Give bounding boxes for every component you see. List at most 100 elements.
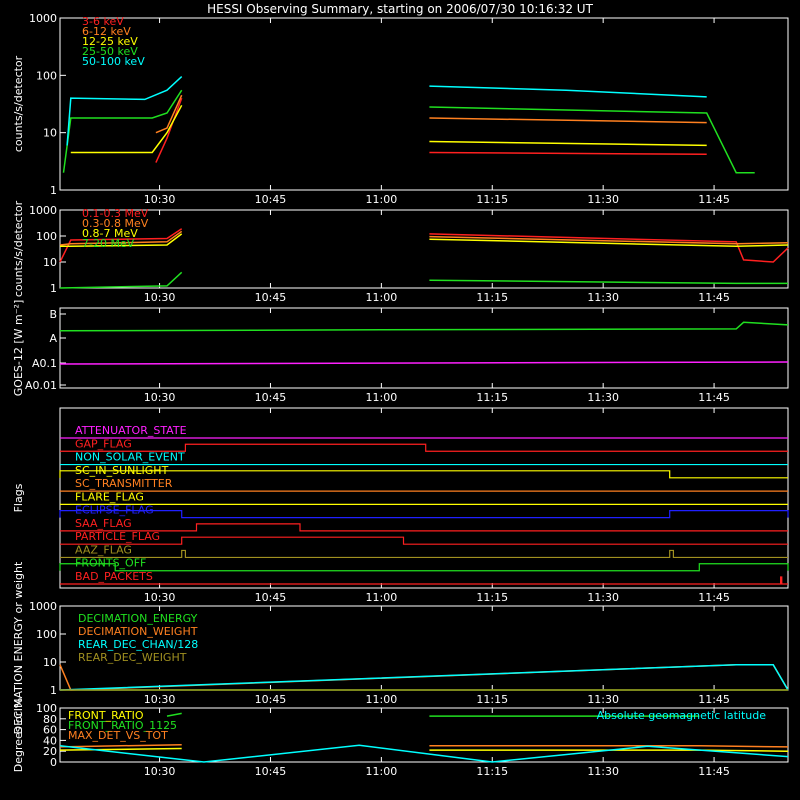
time-tick-label: 11:30 <box>587 591 619 604</box>
time-tick-label: 11:45 <box>698 193 730 206</box>
time-tick-label: 10:30 <box>144 291 176 304</box>
y-tick-label: 1 <box>50 684 57 697</box>
time-tick-label: 11:00 <box>366 765 398 778</box>
series-line-highE-3 <box>59 271 788 289</box>
legend-entry: REAR_DEC_WEIGHT <box>78 651 187 664</box>
time-tick-label: 10:30 <box>144 391 176 404</box>
chart-title: HESSI Observing Summary, starting on 200… <box>207 2 593 16</box>
series-line-goes-1 <box>59 361 789 365</box>
time-tick-label: 10:30 <box>144 193 176 206</box>
legend-entry: 50-100 keV <box>82 55 145 68</box>
y-tick-label: 100 <box>36 702 57 715</box>
time-tick-label: 11:00 <box>366 291 398 304</box>
flag-trace-11 <box>60 576 788 585</box>
time-tick-label: 11:15 <box>476 765 508 778</box>
y-axis-label: DECIMATION ENERGY or weight <box>12 561 25 734</box>
y-tick-label: 1 <box>50 184 57 197</box>
panel-lowE: 10:30 10:45 11:00 11:15 11:30 11:45 counts/s/d… <box>12 12 788 206</box>
y-axis-label: GOES-12 [W m⁻²] <box>12 300 25 396</box>
time-tick-label: 10:45 <box>255 193 287 206</box>
series-line-ratio-3 <box>59 744 789 763</box>
y-axis-label: Flags <box>12 483 25 512</box>
time-tick-label: 10:45 <box>255 291 287 304</box>
panel-decimation: 10:30 10:45 11:00 11:15 11:30 11:45 DECIMATION… <box>12 561 789 734</box>
time-tick-label: 11:30 <box>587 193 619 206</box>
y-tick-label: A <box>49 332 57 345</box>
time-tick-label: 11:00 <box>366 391 398 404</box>
panel-frame <box>59 407 789 589</box>
time-tick-label: 11:15 <box>476 193 508 206</box>
legend-entry: 7-20 MeV <box>82 237 135 250</box>
time-tick-label: 10:45 <box>255 391 287 404</box>
time-tick-label: 11:45 <box>698 591 730 604</box>
panel-frame <box>59 707 789 763</box>
y-tick-label: 60 <box>43 724 57 737</box>
time-tick-label: 10:30 <box>144 765 176 778</box>
time-tick-label: 11:30 <box>587 693 619 706</box>
time-tick-label: 10:45 <box>255 765 287 778</box>
legend-entry: 0.3-0.8 MeV <box>82 217 149 230</box>
y-tick-label: 10 <box>43 656 57 669</box>
series-line-lowE-3 <box>64 90 789 173</box>
legend-entry: DECIMATION_ENERGY <box>78 612 198 625</box>
flag-label: FLARE_FLAG <box>75 490 144 503</box>
y-tick-label: 100 <box>36 69 57 82</box>
y-tick-label: 100 <box>36 628 57 641</box>
time-tick-label: 11:00 <box>366 693 398 706</box>
y-tick-label: A0.01 <box>25 379 57 392</box>
time-tick-label: 11:45 <box>698 391 730 404</box>
legend-entry: DECIMATION_WEIGHT <box>78 625 198 638</box>
panel-frame <box>59 209 789 289</box>
series-line-goes-0 <box>59 321 789 332</box>
panel-frame <box>59 307 789 389</box>
series-line-lowE-1 <box>155 94 707 134</box>
flag-label: GAP_FLAG <box>75 437 132 450</box>
geomagnetic-latitude-annotation: Absolute geomagnetic latitude <box>597 709 767 722</box>
time-tick-label: 11:45 <box>698 693 730 706</box>
time-tick-label: 10:30 <box>144 693 176 706</box>
time-tick-label: 10:45 <box>255 693 287 706</box>
flag-label: NON_SOLAR_EVENT <box>75 451 185 464</box>
flag-label: PARTICLE_FLAG <box>75 530 160 543</box>
y-tick-label: 1000 <box>29 600 57 613</box>
y-axis-label: counts/s/detector <box>12 200 25 297</box>
time-tick-label: 11:30 <box>587 291 619 304</box>
y-axis-label: counts/s/detector <box>12 55 25 152</box>
series-line-highE-0 <box>59 228 789 263</box>
legend-entry: FRONT_RATIO_1125 <box>68 719 177 732</box>
series-line-highE-2 <box>60 233 789 248</box>
flag-trace-6 <box>59 510 789 519</box>
y-tick-label: 10 <box>43 256 57 269</box>
y-tick-label: 0 <box>50 756 57 769</box>
panel-ratio: 10:30 10:45 11:00 11:15 11:30 11:45 Degrees or… <box>12 698 789 778</box>
legend-entry: 3-6 keV <box>82 15 124 28</box>
time-tick-label: 11:00 <box>366 193 398 206</box>
legend-entry: FRONT_RATIO <box>68 709 144 722</box>
flag-trace-1 <box>60 443 788 452</box>
time-tick-label: 11:15 <box>476 291 508 304</box>
panel-highE: 10:30 10:45 11:00 11:15 11:30 11:45 counts/s/d… <box>12 200 789 304</box>
flag-label: ATTENUATOR_STATE <box>75 424 187 437</box>
time-tick-label: 11:00 <box>366 591 398 604</box>
y-tick-label: 80 <box>43 713 57 726</box>
flag-trace-3 <box>59 470 788 479</box>
time-tick-label: 10:45 <box>255 591 287 604</box>
flag-trace-8 <box>60 536 788 545</box>
series-line-decimation-2 <box>59 663 789 691</box>
panel-frame <box>59 17 789 191</box>
flag-label: AAZ_FLAG <box>75 543 132 556</box>
legend-entry: MAX_DET_VS_TOT <box>68 729 168 742</box>
series-line-lowE-0 <box>155 97 707 163</box>
time-tick-label: 11:45 <box>698 765 730 778</box>
y-tick-label: 1000 <box>29 12 57 25</box>
series-line-highE-1 <box>59 230 789 246</box>
y-tick-label: 100 <box>36 230 57 243</box>
y-tick-label: 1000 <box>29 204 57 217</box>
time-tick-label: 11:15 <box>476 693 508 706</box>
series-line-ratio-1 <box>166 712 700 717</box>
y-tick-label: 20 <box>43 745 57 758</box>
legend-entry: 0.8-7 MeV <box>82 227 138 240</box>
legend-entry: 12-25 keV <box>82 35 138 48</box>
flag-trace-9 <box>60 549 788 559</box>
